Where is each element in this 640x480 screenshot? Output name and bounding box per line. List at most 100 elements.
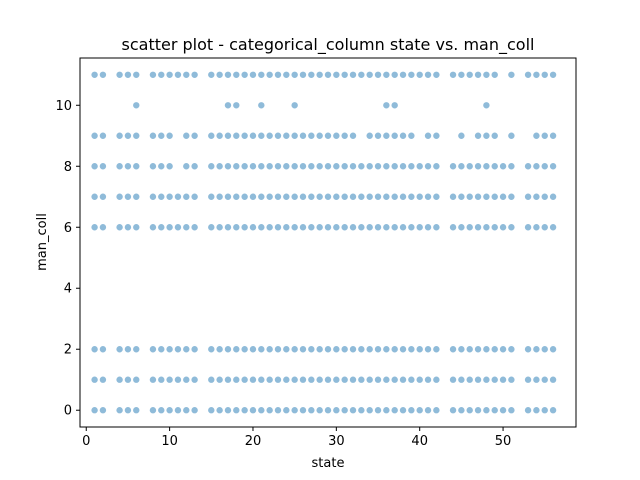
data-point [383, 346, 390, 353]
data-point [333, 132, 340, 139]
data-point [91, 407, 98, 414]
data-point [358, 163, 365, 170]
data-point [249, 346, 257, 353]
x-axis-ticks: 0 10 20 30 40 50 [82, 427, 511, 449]
data-point [291, 224, 298, 231]
data-point [208, 407, 215, 414]
data-point [233, 407, 240, 414]
data-point [324, 346, 332, 353]
data-point [291, 346, 298, 353]
data-point [316, 376, 323, 383]
data-point [233, 71, 240, 78]
data-point [358, 193, 365, 200]
data-point [308, 193, 315, 200]
data-point [233, 193, 240, 200]
data-point [149, 193, 157, 200]
data-point [508, 71, 515, 78]
data-point [308, 224, 315, 231]
data-point [191, 71, 198, 78]
data-point [549, 163, 557, 170]
data-point [374, 132, 382, 139]
data-point [458, 71, 465, 78]
data-point [166, 163, 173, 170]
data-point [499, 193, 507, 200]
data-point [416, 163, 423, 170]
y-axis-label: man_coll [35, 213, 50, 271]
data-point [299, 407, 307, 414]
data-point [274, 163, 282, 170]
data-point [433, 132, 440, 139]
data-point [366, 224, 373, 231]
data-point [524, 407, 532, 414]
data-point [308, 71, 315, 78]
data-point [358, 407, 365, 414]
data-point [399, 193, 407, 200]
data-point [541, 346, 548, 353]
x-tick-label: 0 [82, 434, 90, 449]
data-point [399, 132, 407, 139]
data-point [124, 163, 132, 170]
data-point [299, 132, 307, 139]
data-point [533, 163, 540, 170]
data-point [524, 71, 532, 78]
data-point [299, 376, 307, 383]
data-point [483, 163, 490, 170]
data-point [266, 71, 273, 78]
data-point [249, 193, 257, 200]
data-point [299, 346, 307, 353]
data-point [333, 193, 340, 200]
data-point [408, 71, 415, 78]
y-tick-label: 6 [64, 221, 72, 236]
data-point [374, 376, 382, 383]
data-point [116, 132, 123, 139]
data-point [216, 407, 223, 414]
data-point [216, 163, 223, 170]
data-point [549, 376, 557, 383]
data-point [124, 376, 132, 383]
data-point [383, 376, 390, 383]
data-point [474, 376, 482, 383]
data-point [349, 163, 357, 170]
data-point [433, 163, 440, 170]
data-point [233, 132, 240, 139]
data-point [316, 407, 323, 414]
data-point [133, 71, 140, 78]
data-point [399, 224, 407, 231]
data-point [283, 163, 290, 170]
data-point [408, 376, 415, 383]
data-point [216, 224, 223, 231]
data-point [416, 376, 423, 383]
data-point [449, 193, 457, 200]
data-point [366, 346, 373, 353]
data-point [474, 132, 482, 139]
data-point [383, 132, 390, 139]
data-point [433, 346, 440, 353]
data-point [466, 163, 473, 170]
data-point [124, 71, 132, 78]
data-point [91, 132, 98, 139]
data-point [124, 407, 132, 414]
series-y-0 [91, 407, 557, 414]
data-point [433, 376, 440, 383]
data-point [341, 346, 348, 353]
data-point [274, 407, 282, 414]
data-point [424, 71, 432, 78]
data-point [116, 193, 123, 200]
data-point [308, 132, 315, 139]
data-point [258, 132, 265, 139]
data-point [258, 193, 265, 200]
data-point [333, 71, 340, 78]
data-point [258, 346, 265, 353]
data-point [533, 193, 540, 200]
y-tick-label: 10 [55, 99, 72, 114]
data-point [474, 224, 482, 231]
data-point [224, 193, 232, 200]
data-point [274, 224, 282, 231]
data-point [541, 224, 548, 231]
data-point [499, 163, 507, 170]
data-point [183, 163, 190, 170]
data-point [324, 193, 332, 200]
data-point [533, 132, 540, 139]
x-tick-label: 50 [495, 434, 512, 449]
data-point [224, 71, 232, 78]
